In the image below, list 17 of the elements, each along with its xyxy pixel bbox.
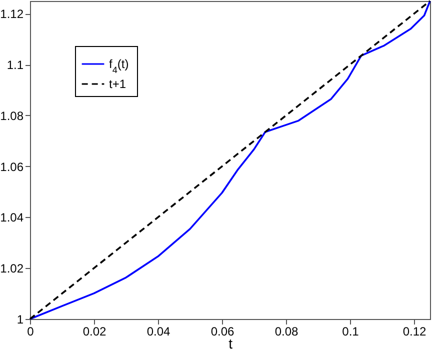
x-tick-label: 0.06 <box>210 324 234 338</box>
x-tick-label: 0.04 <box>146 324 170 338</box>
y-tick-label: 1.08 <box>0 108 24 123</box>
x-tick-label: 0.08 <box>274 324 298 338</box>
y-tick-label: 1.02 <box>0 262 24 276</box>
x-tick-label: 0.1 <box>342 324 360 338</box>
x-axis-title: t <box>228 336 233 352</box>
legend-label: t+1 <box>109 77 126 91</box>
y-tick-label: 1 <box>16 312 24 326</box>
x-tick-label: 0 <box>27 324 34 338</box>
y-tick-label: 1.06 <box>0 160 24 174</box>
legend-label: f$_{4}$(t) <box>109 57 129 75</box>
y-tick-label: 1.1 <box>6 58 24 72</box>
y-tick-label: 1.04 <box>0 210 24 225</box>
x-tick-label: 0.12 <box>402 324 426 338</box>
x-tick-label: 0.02 <box>82 324 106 338</box>
y-tick-label: 1.12 <box>0 7 24 22</box>
